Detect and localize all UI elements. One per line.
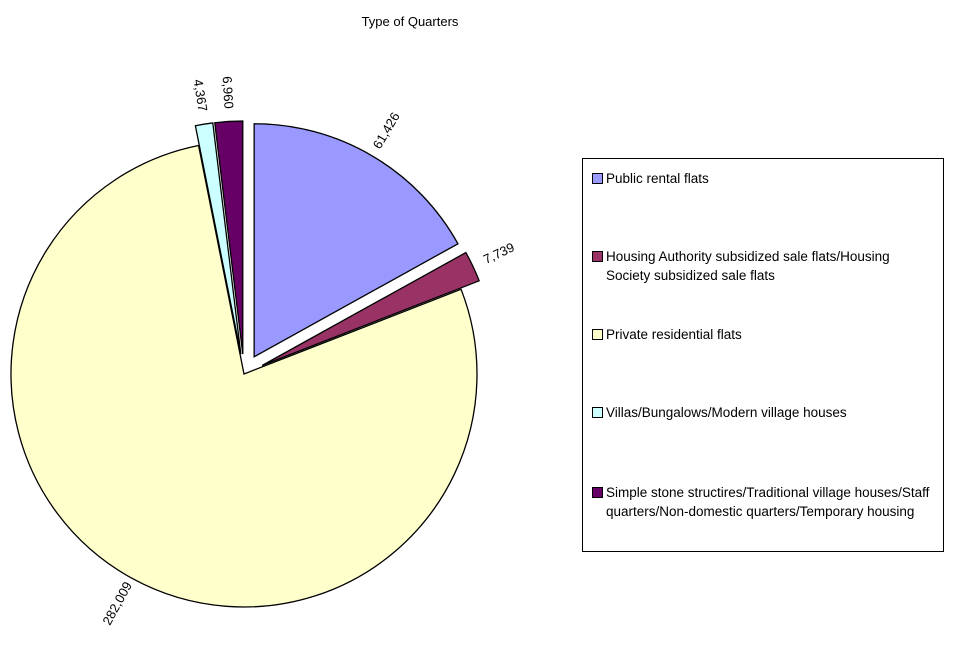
data-label-villas-bungalows: 4,367 — [191, 78, 211, 113]
legend-label: Private residential flats — [606, 327, 742, 342]
pie-slice-subsidized-sale-flats — [261, 251, 481, 367]
data-label-subsidized-sale-flats: 7,739 — [481, 239, 517, 266]
data-label-private-residential-flats: 282,009 — [99, 579, 135, 627]
legend-item-subsidized-sale-flats: Housing Authority subsidized sale flats/… — [592, 247, 937, 285]
legend-label: Public rental flats — [606, 171, 709, 186]
pie-slice-villas-bungalows — [194, 122, 242, 355]
legend-item-simple-stone-structures: Simple stone structires/Traditional vill… — [592, 483, 937, 521]
legend-swatch — [592, 407, 603, 418]
legend-item-public-rental-flats: Public rental flats — [592, 169, 937, 188]
legend-label: Simple stone structires/Traditional vill… — [606, 485, 930, 519]
legend-swatch — [592, 251, 603, 262]
pie-slice-private-residential-flats — [10, 144, 478, 608]
legend-swatch — [592, 487, 603, 498]
chart-title: Type of Quarters — [361, 14, 459, 29]
legend: Public rental flats Housing Authority su… — [582, 158, 944, 552]
legend-label: Villas/Bungalows/Modern village houses — [606, 405, 847, 420]
legend-swatch — [592, 173, 603, 184]
legend-item-private-residential-flats: Private residential flats — [592, 325, 937, 344]
legend-swatch — [592, 329, 603, 340]
legend-label: Housing Authority subsidized sale flats/… — [606, 249, 890, 283]
data-label-public-rental-flats: 61,426 — [370, 110, 403, 152]
data-label-simple-stone-structures: 6,960 — [220, 76, 237, 109]
pie-slice-public-rental-flats — [253, 123, 459, 358]
pie-slice-simple-stone-structures — [214, 120, 244, 355]
legend-item-villas-bungalows: Villas/Bungalows/Modern village houses — [592, 403, 937, 422]
